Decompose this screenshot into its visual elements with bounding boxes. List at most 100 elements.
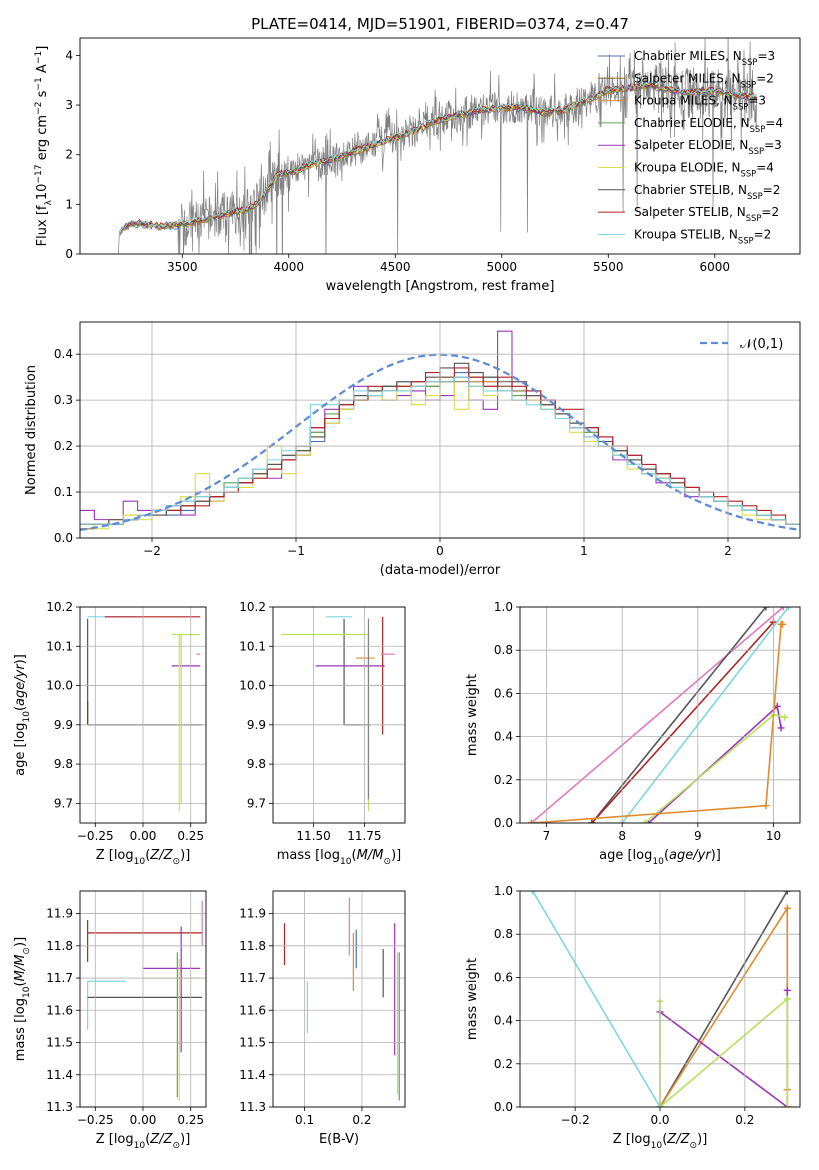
y-tick-label: 0.3 (54, 393, 73, 407)
x-tick-label: −2 (143, 544, 161, 558)
x-tick-label: 7 (543, 829, 551, 843)
y-tick-label: 0.0 (54, 531, 73, 545)
y-tick-label: 11.8 (46, 939, 73, 953)
x-tick-label: 4000 (273, 260, 304, 274)
y-tick-label: 0 (65, 247, 73, 261)
mass-weight-line (532, 891, 661, 1107)
y-tick-label: 2 (65, 148, 73, 162)
x-axis-label: Z [log10(Z/Z⊙)] (96, 1132, 191, 1151)
data-point-marker (783, 891, 791, 895)
legend-entry: Kroupa MILES, NSSP=3 (634, 94, 766, 112)
legend-entry: Salpeter STELIB, NSSP=2 (634, 205, 779, 223)
x-tick-label: 0.00 (130, 829, 157, 843)
x-tick-label: 5500 (593, 260, 624, 274)
x-tick-label: 1 (580, 544, 588, 558)
x-tick-label: 9 (694, 829, 702, 843)
plot-panels: 3500 4000 4500 5000 5500 6000 0 1 2 3 4 wavelength … (13, 37, 801, 1151)
x-tick-label: 0.2 (352, 1113, 371, 1127)
residuals-panel: −2 −1 0 1 2 0.0 0.1 0.2 0.3 0.4 (data-model)/error… (24, 321, 801, 578)
legend-entry: Chabrier ELODIE, NSSP=4 (634, 116, 783, 134)
x-tick-label: −0.25 (77, 829, 114, 843)
x-tick-label: 0 (436, 544, 444, 558)
data-point-marker (783, 995, 791, 1003)
mass-weight-line (659, 891, 788, 1107)
legend-entry: 𝒩(0,1) (740, 337, 783, 352)
spectrum-panel-plot-area (118, 38, 758, 254)
y-tick-label: 0.4 (54, 347, 73, 361)
age_vs_mass-panel: 11.50 11.75 9.7 9.8 9.9 10.0 10.1 10.2 mass [log… (239, 600, 406, 867)
y-tick-label: 11.7 (239, 971, 266, 985)
y-tick-label: 11.7 (46, 971, 73, 985)
axes-frame (272, 606, 406, 824)
mass_vs_Z-panel-plot-area (87, 900, 203, 1101)
data-point-marker (779, 620, 787, 628)
x-tick-label: 0.1 (295, 1113, 314, 1127)
mass_weight_vs_age-panel: 7 8 9 10 0.0 0.2 0.4 0.6 0.8 1.0 age [log10(age/yr… (465, 600, 801, 867)
x-axis-label: Z [log10(Z/Z⊙)] (613, 1132, 708, 1151)
legend-entry: Chabrier STELIB, NSSP=2 (634, 183, 780, 201)
y-tick-label: 11.5 (46, 1036, 73, 1050)
y-tick-label: 9.7 (54, 796, 73, 810)
y-tick-label: 0.8 (494, 927, 513, 941)
y-tick-label: 1 (65, 197, 73, 211)
data-point-marker (785, 607, 793, 611)
y-tick-label: 0.0 (494, 816, 513, 830)
x-tick-label: 5000 (487, 260, 518, 274)
y-tick-label: 11.9 (46, 907, 73, 921)
histogram-steps (80, 376, 800, 525)
y-tick-label: 0.2 (494, 1057, 513, 1071)
y-tick-label: 10.0 (46, 679, 73, 693)
age_vs_Z-panel: −0.25 0.00 0.25 9.7 9.8 9.9 10.0 10.1 10.2 Z [log… (13, 600, 207, 867)
legend-entry: Salpeter MILES, NSSP=2 (634, 71, 774, 89)
mass_weight_vs_Z-panel: −0.2 0.0 0.2 0.0 0.2 0.4 0.6 0.8 1.0 Z [log10(Z/Z… (465, 884, 801, 1151)
y-tick-label: 9.8 (247, 757, 266, 771)
legend-entry: Kroupa ELODIE, NSSP=4 (634, 161, 774, 179)
axes-frame (79, 37, 801, 255)
age_vs_mass-panel-plot-area (281, 616, 395, 812)
x-axis-label: E(B-V) (319, 1132, 359, 1147)
data-point-marker (783, 904, 791, 912)
y-tick-label: 4 (65, 48, 73, 62)
y-tick-label: 0.2 (54, 439, 73, 453)
data-point-marker (783, 1103, 791, 1107)
y-tick-label: 0.6 (494, 686, 513, 700)
y-tick-label: 11.6 (46, 1003, 73, 1017)
x-tick-label: 11.75 (347, 829, 381, 843)
residuals-legend: 𝒩(0,1) (700, 337, 783, 352)
y-tick-label: 11.5 (239, 1036, 266, 1050)
spectrum-legend: Chabrier MILES, NSSP=3 Salpeter MILES, NS… (598, 49, 783, 245)
x-tick-label: 0.0 (650, 1113, 669, 1127)
y-tick-label: 3 (65, 98, 73, 112)
data-point-marker (762, 607, 770, 611)
legend-entry: Kroupa STELIB, NSSP=2 (634, 227, 771, 245)
mass_vs_EBV-panel-plot-area (283, 897, 400, 1101)
legend-entry: Salpeter ELODIE, NSSP=3 (634, 138, 782, 156)
data-point-marker (527, 819, 535, 823)
x-tick-label: 3500 (167, 260, 198, 274)
x-tick-label: 4500 (380, 260, 411, 274)
y-tick-label: 0.6 (494, 970, 513, 984)
data-point-marker (529, 891, 537, 895)
x-tick-label: 2 (724, 544, 732, 558)
y-tick-label: 9.7 (247, 796, 266, 810)
data-point-marker (588, 819, 596, 823)
axes-frame (519, 606, 801, 824)
x-tick-label: 0.00 (130, 1113, 157, 1127)
y-tick-label: 11.3 (239, 1100, 266, 1114)
x-tick-label: 6000 (700, 260, 731, 274)
y-tick-label: 0.8 (494, 643, 513, 657)
x-axis-label: (data-model)/error (380, 563, 501, 578)
x-tick-label: 0.2 (735, 1113, 754, 1127)
spectrum-panel: 3500 4000 4500 5000 5500 6000 0 1 2 3 4 wavelength … (34, 37, 801, 294)
x-tick-label: 0.25 (177, 1113, 204, 1127)
x-tick-label: −0.2 (561, 1113, 590, 1127)
data-point-marker (762, 802, 770, 810)
figure-title: PLATE=0414, MJD=51901, FIBERID=0374, z=0… (251, 15, 629, 33)
model-spectrum-line (120, 80, 758, 233)
mass_weight_vs_age-panel-plot-area (527, 607, 793, 823)
mass-weight-line (591, 607, 767, 823)
x-axis-label: wavelength [Angstrom, rest frame] (326, 279, 555, 294)
y-tick-label: 11.4 (46, 1068, 73, 1082)
mass-weight-line (659, 905, 789, 1107)
y-axis-label: Normed distribution (24, 365, 39, 495)
